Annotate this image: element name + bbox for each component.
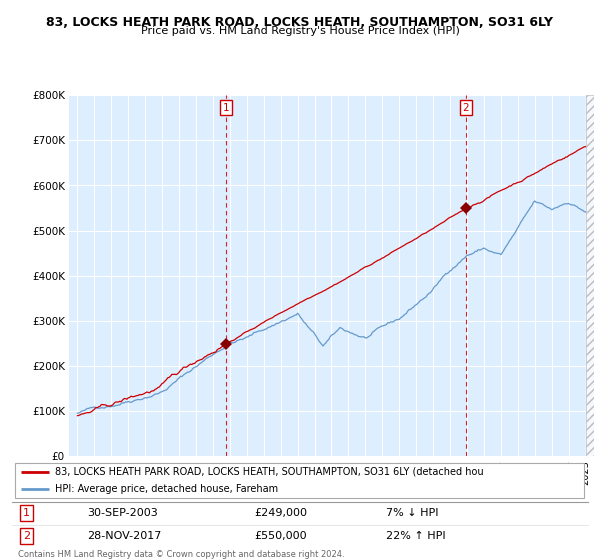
- Text: 2: 2: [463, 103, 469, 113]
- Text: 22% ↑ HPI: 22% ↑ HPI: [386, 531, 446, 541]
- Text: 83, LOCKS HEATH PARK ROAD, LOCKS HEATH, SOUTHAMPTON, SO31 6LY: 83, LOCKS HEATH PARK ROAD, LOCKS HEATH, …: [47, 16, 554, 29]
- Text: 1: 1: [223, 103, 229, 113]
- Text: 28-NOV-2017: 28-NOV-2017: [87, 531, 161, 541]
- Text: £550,000: £550,000: [254, 531, 307, 541]
- Text: 7% ↓ HPI: 7% ↓ HPI: [386, 508, 439, 518]
- Text: Contains HM Land Registry data © Crown copyright and database right 2024.
This d: Contains HM Land Registry data © Crown c…: [18, 550, 344, 560]
- Text: 30-SEP-2003: 30-SEP-2003: [87, 508, 158, 518]
- Text: 2: 2: [23, 531, 30, 541]
- Text: 1: 1: [23, 508, 30, 518]
- FancyBboxPatch shape: [15, 463, 584, 498]
- Text: Price paid vs. HM Land Registry's House Price Index (HPI): Price paid vs. HM Land Registry's House …: [140, 26, 460, 36]
- Text: 83, LOCKS HEATH PARK ROAD, LOCKS HEATH, SOUTHAMPTON, SO31 6LY (detached hou: 83, LOCKS HEATH PARK ROAD, LOCKS HEATH, …: [55, 466, 484, 477]
- Text: £249,000: £249,000: [254, 508, 307, 518]
- Text: HPI: Average price, detached house, Fareham: HPI: Average price, detached house, Fare…: [55, 484, 278, 494]
